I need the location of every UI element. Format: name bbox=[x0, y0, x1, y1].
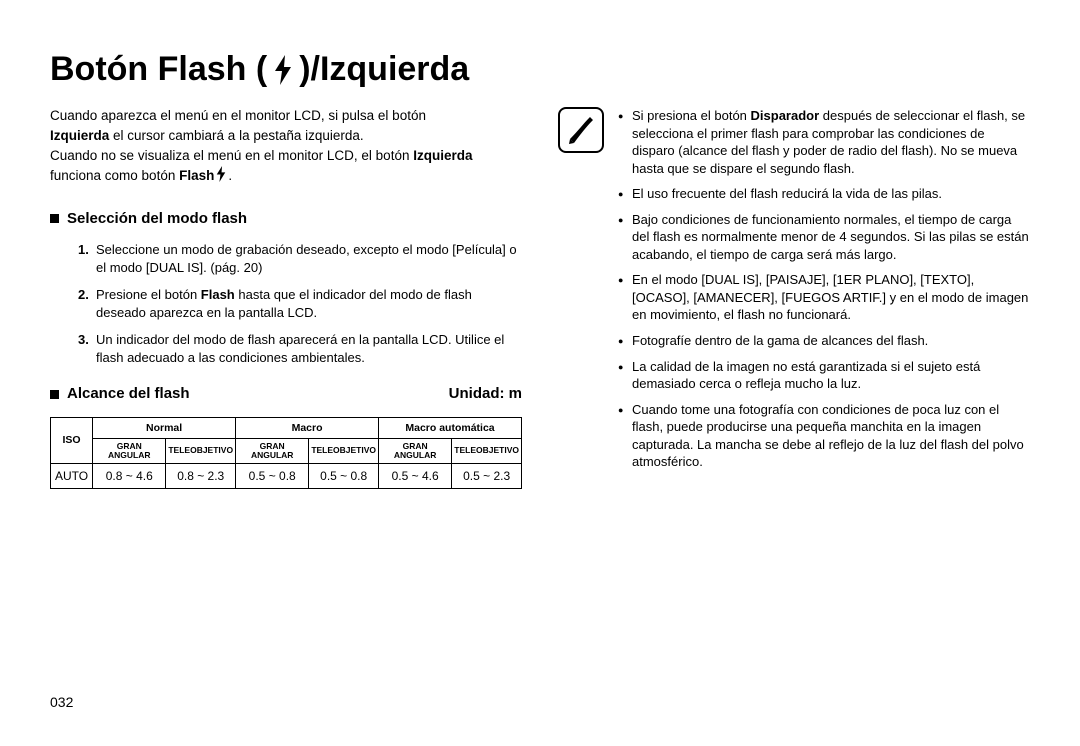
intro-line: Cuando no se visualiza el menú en el mon… bbox=[50, 148, 413, 163]
list-item: 1. Seleccione un modo de grabación desea… bbox=[78, 241, 522, 276]
note-box: Si presiona el botón Disparador después … bbox=[558, 107, 1030, 479]
note-text: Bajo condiciones de funcionamiento norma… bbox=[632, 212, 1029, 262]
list-item: El uso frecuente del flash reducirá la v… bbox=[618, 185, 1030, 203]
page-number: 032 bbox=[50, 694, 73, 710]
table-subheader: TELEOBJETIVO bbox=[452, 438, 522, 463]
range-unit: Unidad: m bbox=[449, 384, 522, 404]
intro-text: Cuando aparezca el menú en el monitor LC… bbox=[50, 107, 522, 187]
intro-line: funciona como botón bbox=[50, 168, 179, 183]
step-number: 1. bbox=[78, 241, 89, 259]
table-cell: 0.5 ~ 4.6 bbox=[379, 463, 452, 488]
range-heading: Alcance del flash Unidad: m bbox=[50, 384, 522, 404]
table-cell: 0.5 ~ 0.8 bbox=[309, 463, 379, 488]
flash-range-table: ISO Normal Macro Macro automática GRAN A… bbox=[50, 417, 522, 489]
table-subheader: GRAN ANGULAR bbox=[93, 438, 166, 463]
intro-line: . bbox=[228, 168, 232, 183]
intro-bold: Izquierda bbox=[50, 128, 109, 143]
table-header: Macro automática bbox=[379, 417, 522, 438]
note-icon bbox=[558, 107, 604, 153]
manual-page: Botón Flash ( )/Izquierda Cuando aparezc… bbox=[0, 0, 1080, 509]
intro-line: Cuando aparezca el menú en el monitor LC… bbox=[50, 108, 426, 123]
table-cell: 0.8 ~ 4.6 bbox=[93, 463, 166, 488]
note-text: Fotografíe dentro de la gama de alcances… bbox=[632, 333, 928, 348]
note-text: Cuando tome una fotografía con condicion… bbox=[632, 402, 1024, 470]
table-subheader: GRAN ANGULAR bbox=[236, 438, 309, 463]
selection-heading: Selección del modo flash bbox=[50, 209, 522, 229]
step-text: Seleccione un modo de grabación deseado,… bbox=[96, 242, 517, 275]
table-subheader: TELEOBJETIVO bbox=[309, 438, 379, 463]
step-text: Presione el botón bbox=[96, 287, 201, 302]
table-subheader: TELEOBJETIVO bbox=[166, 438, 236, 463]
square-marker-icon bbox=[50, 214, 59, 223]
intro-line: el cursor cambiará a la pestaña izquierd… bbox=[109, 128, 363, 143]
left-column: Cuando aparezca el menú en el monitor LC… bbox=[50, 107, 522, 489]
note-bold: Disparador bbox=[751, 108, 820, 123]
step-text: Un indicador del modo de flash aparecerá… bbox=[96, 332, 504, 365]
list-item: En el modo [DUAL IS], [PAISAJE], [1ER PL… bbox=[618, 271, 1030, 324]
intro-bold: Flash bbox=[179, 168, 214, 183]
table-cell: 0.5 ~ 2.3 bbox=[452, 463, 522, 488]
flash-icon bbox=[271, 55, 295, 85]
step-bold: Flash bbox=[201, 287, 235, 302]
page-title: Botón Flash ( )/Izquierda bbox=[50, 50, 1030, 89]
note-text: La calidad de la imagen no está garantiz… bbox=[632, 359, 980, 392]
notes-list: Si presiona el botón Disparador después … bbox=[618, 107, 1030, 479]
table-cell: 0.5 ~ 0.8 bbox=[236, 463, 309, 488]
table-header: Normal bbox=[93, 417, 236, 438]
table-cell: AUTO bbox=[51, 463, 93, 488]
list-item: La calidad de la imagen no está garantiz… bbox=[618, 358, 1030, 393]
title-suffix: )/Izquierda bbox=[299, 50, 469, 89]
step-number: 2. bbox=[78, 286, 89, 304]
table-header: Macro bbox=[236, 417, 379, 438]
intro-bold: Izquierda bbox=[413, 148, 472, 163]
square-marker-icon bbox=[50, 390, 59, 399]
table-cell: 0.8 ~ 2.3 bbox=[166, 463, 236, 488]
list-item: Fotografíe dentro de la gama de alcances… bbox=[618, 332, 1030, 350]
list-item: 2. Presione el botón Flash hasta que el … bbox=[78, 286, 522, 321]
step-number: 3. bbox=[78, 331, 89, 349]
table-header: ISO bbox=[51, 417, 93, 463]
note-text: En el modo [DUAL IS], [PAISAJE], [1ER PL… bbox=[632, 272, 1028, 322]
selection-steps: 1. Seleccione un modo de grabación desea… bbox=[50, 241, 522, 366]
title-prefix: Botón Flash ( bbox=[50, 50, 267, 89]
note-text: Si presiona el botón bbox=[632, 108, 751, 123]
list-item: Bajo condiciones de funcionamiento norma… bbox=[618, 211, 1030, 264]
right-column: Si presiona el botón Disparador después … bbox=[558, 107, 1030, 489]
list-item: Si presiona el botón Disparador después … bbox=[618, 107, 1030, 177]
list-item: 3. Un indicador del modo de flash aparec… bbox=[78, 331, 522, 366]
table-subheader: GRAN ANGULAR bbox=[379, 438, 452, 463]
note-text: El uso frecuente del flash reducirá la v… bbox=[632, 186, 942, 201]
list-item: Cuando tome una fotografía con condicion… bbox=[618, 401, 1030, 471]
content-columns: Cuando aparezca el menú en el monitor LC… bbox=[50, 107, 1030, 489]
